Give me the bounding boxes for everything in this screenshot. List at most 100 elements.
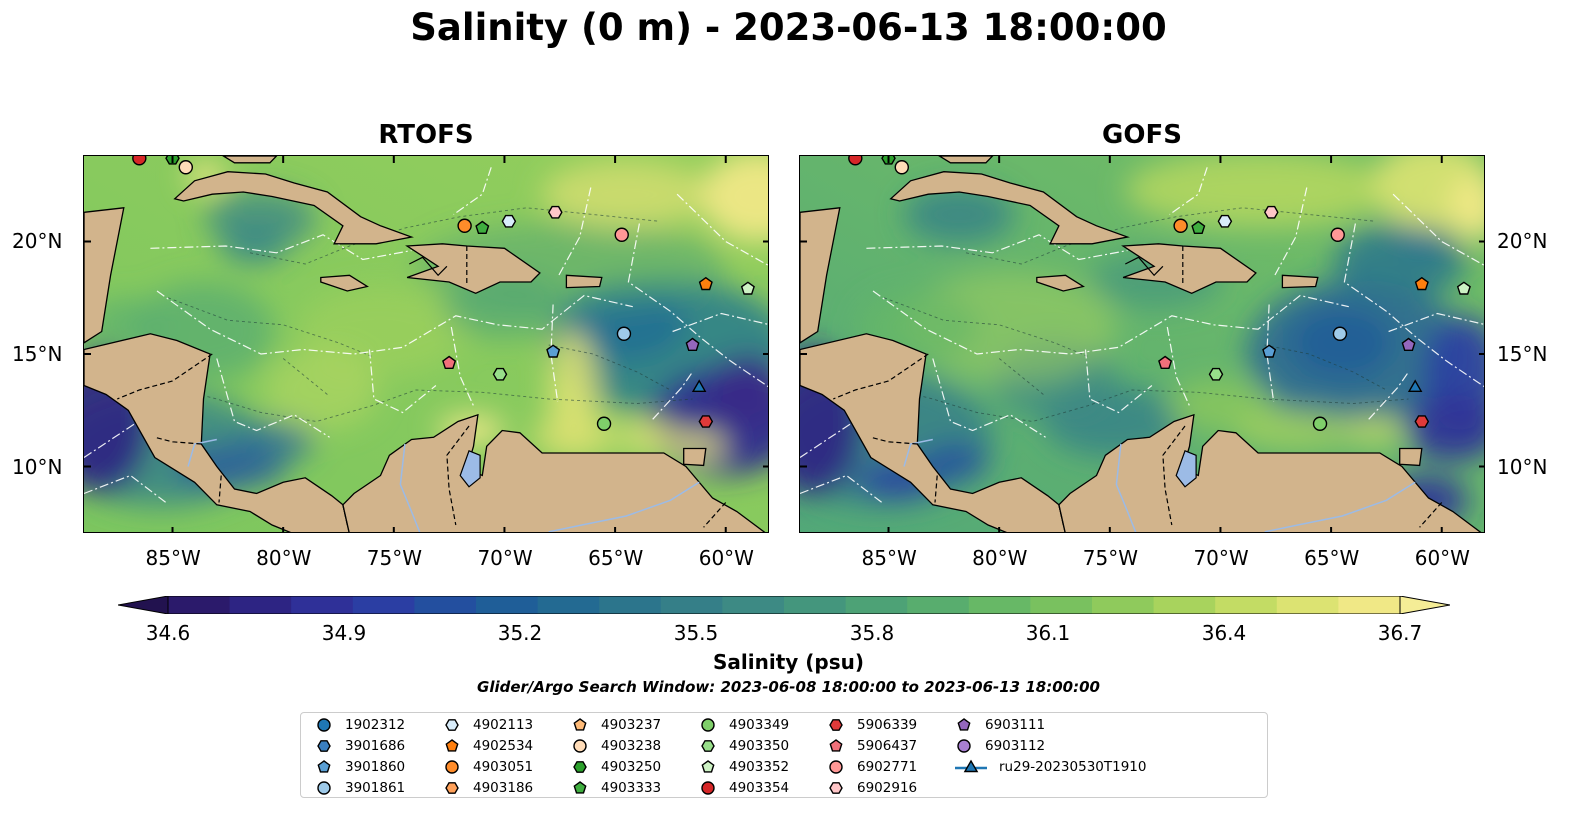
- coastline-detail: [1125, 256, 1164, 277]
- observation-legend: 1902312 3901686 3901860 3901861 4902113 49025…: [300, 712, 1268, 798]
- lon-tick-label: 85°W: [145, 546, 201, 570]
- legend-marker-circle-icon[interactable]: [317, 718, 331, 732]
- legend-marker-pentagon-icon[interactable]: [957, 718, 971, 731]
- argo-marker-6903111[interactable]: [685, 337, 700, 352]
- colorbar-tick-label: 35.8: [849, 621, 895, 645]
- argo-marker-5906339[interactable]: [698, 415, 714, 428]
- argo-marker-6903111[interactable]: [1401, 337, 1416, 352]
- legend-label: 4903333: [601, 780, 662, 796]
- lon-tick-label: 70°W: [1193, 546, 1249, 570]
- legend-marker-pentagon-icon[interactable]: [445, 739, 459, 752]
- legend-label: 4903354: [729, 780, 790, 796]
- legend-marker-circle-icon[interactable]: [701, 781, 715, 795]
- argo-marker-3901861[interactable]: [616, 326, 632, 341]
- puerto-rico-land: [1281, 274, 1319, 289]
- legend-item: 1902312: [315, 715, 405, 735]
- legend-marker-hexagon-icon[interactable]: [445, 719, 459, 731]
- argo-marker-4903333[interactable]: [475, 220, 490, 235]
- argo-marker-6902916[interactable]: [547, 205, 563, 219]
- legend-item: 5906437: [827, 736, 917, 756]
- argo-marker-4903350[interactable]: [1208, 367, 1224, 381]
- eez-boundary-line: [676, 193, 768, 266]
- legend-marker-hexagon-icon[interactable]: [701, 740, 715, 752]
- country-border-line: [1419, 502, 1443, 528]
- lon-tick-label: 80°W: [972, 546, 1028, 570]
- legend-marker-pentagon-icon: [957, 718, 971, 731]
- argo-marker-4903354[interactable]: [848, 156, 863, 166]
- legend-marker-pentagon-icon[interactable]: [701, 760, 715, 773]
- argo-marker-6902771[interactable]: [614, 227, 629, 242]
- argo-marker-4903352[interactable]: [1456, 281, 1471, 295]
- eez-boundary-line: [1273, 187, 1308, 278]
- colorbar-tick-label: 34.6: [145, 621, 191, 645]
- colorbar-segment: [537, 596, 600, 614]
- gofs-map[interactable]: [799, 155, 1485, 533]
- legend-label: 3901861: [345, 780, 406, 796]
- legend-marker-pentagon-icon[interactable]: [829, 739, 843, 752]
- argo-marker-4903333[interactable]: [1191, 220, 1206, 235]
- legend-marker-circle-icon[interactable]: [317, 781, 331, 795]
- legend-marker-hexagon-icon[interactable]: [829, 719, 843, 731]
- legend-marker-hexagon-icon[interactable]: [445, 782, 459, 794]
- legend-marker-circle-icon[interactable]: [573, 739, 587, 753]
- legend-marker-triangle-icon[interactable]: [963, 759, 979, 773]
- lon-tick-label: 85°W: [861, 546, 917, 570]
- argo-marker-6902771[interactable]: [1330, 227, 1345, 242]
- legend-marker-circle-icon[interactable]: [445, 760, 459, 774]
- argo-marker-4903051[interactable]: [457, 218, 472, 233]
- argo-marker-4903350[interactable]: [492, 367, 508, 381]
- hispaniola-land: [405, 243, 541, 295]
- river-line: [187, 438, 217, 467]
- legend-label: 3901860: [345, 759, 406, 775]
- legend-marker-triangle-line-icon: [955, 759, 987, 773]
- argo-marker-5906437[interactable]: [442, 355, 457, 370]
- colorbar-segment: [476, 596, 539, 614]
- argo-marker-3901861[interactable]: [1332, 326, 1348, 341]
- legend-marker-pentagon-icon[interactable]: [573, 718, 587, 731]
- argo-marker-6902916[interactable]: [1263, 205, 1279, 219]
- legend-marker-circle-icon[interactable]: [829, 760, 843, 774]
- legend-marker-hexagon-icon: [445, 719, 459, 731]
- colorbar-segment: [352, 596, 415, 614]
- argo-marker-4902113[interactable]: [501, 214, 517, 228]
- legend-item: 5906339: [827, 715, 917, 735]
- legend-marker-pentagon-icon[interactable]: [573, 781, 587, 794]
- argo-marker-5906437[interactable]: [1158, 355, 1173, 370]
- country-border-line: [870, 436, 918, 445]
- colorbar-segment: [1338, 596, 1401, 614]
- legend-label: ru29-20230530T1910: [999, 759, 1147, 775]
- legend-marker-circle-icon[interactable]: [957, 739, 971, 753]
- argo-marker-4902113[interactable]: [1217, 214, 1233, 228]
- legend-label: 4903237: [601, 717, 662, 733]
- legend-marker-hexagon-icon[interactable]: [317, 740, 331, 752]
- colorbar-segment: [1092, 596, 1155, 614]
- argo-marker-4903352[interactable]: [740, 281, 755, 295]
- glider-marker-ru29-20230530T1910[interactable]: [1407, 379, 1423, 393]
- argo-marker-4903238[interactable]: [178, 160, 193, 175]
- argo-marker-4903354[interactable]: [132, 156, 147, 166]
- glider-marker-ru29-20230530T1910[interactable]: [691, 379, 707, 393]
- legend-marker-hexagon-icon: [701, 740, 715, 752]
- argo-marker-4903349[interactable]: [596, 416, 612, 431]
- legend-marker-pentagon-icon[interactable]: [317, 760, 331, 773]
- eez-boundary-line: [1388, 312, 1484, 333]
- legend-marker-hexagon-icon[interactable]: [829, 782, 843, 794]
- legend-marker-circle-icon[interactable]: [701, 718, 715, 732]
- argo-marker-3901860[interactable]: [546, 344, 561, 358]
- legend-marker-hexagon-icon[interactable]: [573, 761, 587, 773]
- argo-marker-4903349[interactable]: [1312, 416, 1328, 431]
- rtofs-map[interactable]: [83, 155, 769, 533]
- river-line: [1115, 443, 1137, 532]
- argo-marker-4902534[interactable]: [1414, 276, 1429, 291]
- colorbar-tick-label: 36.4: [1201, 621, 1247, 645]
- argo-marker-4903238[interactable]: [894, 160, 909, 175]
- eez-boundary-line: [368, 349, 437, 414]
- country-border-line: [342, 504, 348, 526]
- legend-label: 4903238: [601, 738, 662, 754]
- argo-marker-4903051[interactable]: [1173, 218, 1188, 233]
- lake-maracaibo: [1175, 450, 1197, 488]
- argo-marker-3901860[interactable]: [1262, 344, 1277, 358]
- argo-marker-4902534[interactable]: [698, 276, 713, 291]
- eez-boundary-line: [1392, 193, 1484, 266]
- argo-marker-5906339[interactable]: [1414, 415, 1430, 428]
